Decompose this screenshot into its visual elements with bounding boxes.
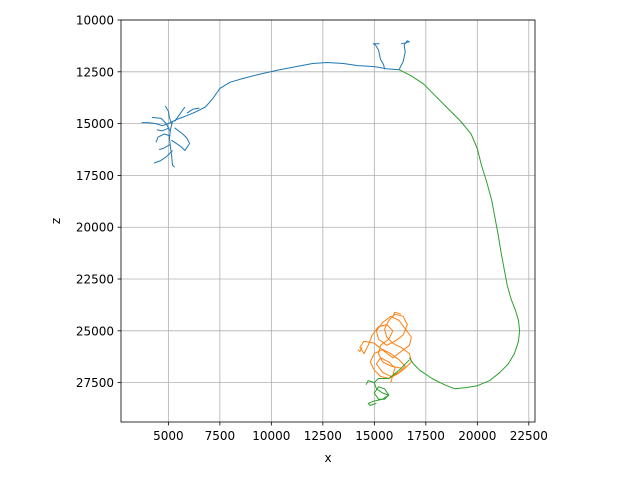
y-tick-label: 22500 [76, 273, 114, 287]
x-tick-label: 5000 [153, 429, 184, 443]
series-path [171, 139, 190, 151]
series-3 [365, 69, 521, 406]
series-path [156, 127, 170, 132]
x-tick-label: 10000 [252, 429, 290, 443]
y-tick-label: 17500 [76, 169, 114, 183]
y-tick-label: 20000 [76, 221, 114, 235]
series-2 [357, 311, 412, 383]
series-path [174, 127, 191, 145]
series-path [153, 150, 173, 164]
series-path [186, 107, 200, 114]
x-tick-label: 17500 [407, 429, 445, 443]
series-path [359, 313, 412, 383]
series-path [168, 121, 175, 168]
y-tick-label: 27500 [76, 376, 114, 390]
series-path [365, 380, 375, 385]
x-tick-label: 12500 [304, 429, 342, 443]
series-path [158, 143, 171, 150]
series-path [164, 105, 172, 124]
series-path [357, 347, 363, 352]
plot-area [141, 40, 521, 406]
x-axis-label: x [324, 451, 331, 465]
series-path [398, 69, 521, 390]
y-tick-label: 12500 [76, 65, 114, 79]
y-axis-label: z [49, 218, 63, 224]
x-tick-label: 22500 [510, 429, 548, 443]
series-path [174, 106, 186, 122]
axis-ticks: 5000 7500 10000 12500 15000 17500 20000 22500 10… [76, 14, 548, 444]
series-path [398, 40, 410, 70]
y-tick-label: 15000 [76, 117, 114, 131]
series-path [392, 311, 402, 317]
x-tick-label: 15000 [355, 429, 393, 443]
series-path [372, 43, 386, 70]
x-tick-label: 20000 [458, 429, 496, 443]
x-tick-label: 7500 [205, 429, 236, 443]
series-path [155, 133, 171, 143]
y-tick-label: 25000 [76, 324, 114, 338]
series-1 [141, 40, 410, 168]
axes-frame [120, 19, 536, 423]
y-tick-label: 10000 [76, 14, 114, 28]
series-path [367, 359, 410, 406]
